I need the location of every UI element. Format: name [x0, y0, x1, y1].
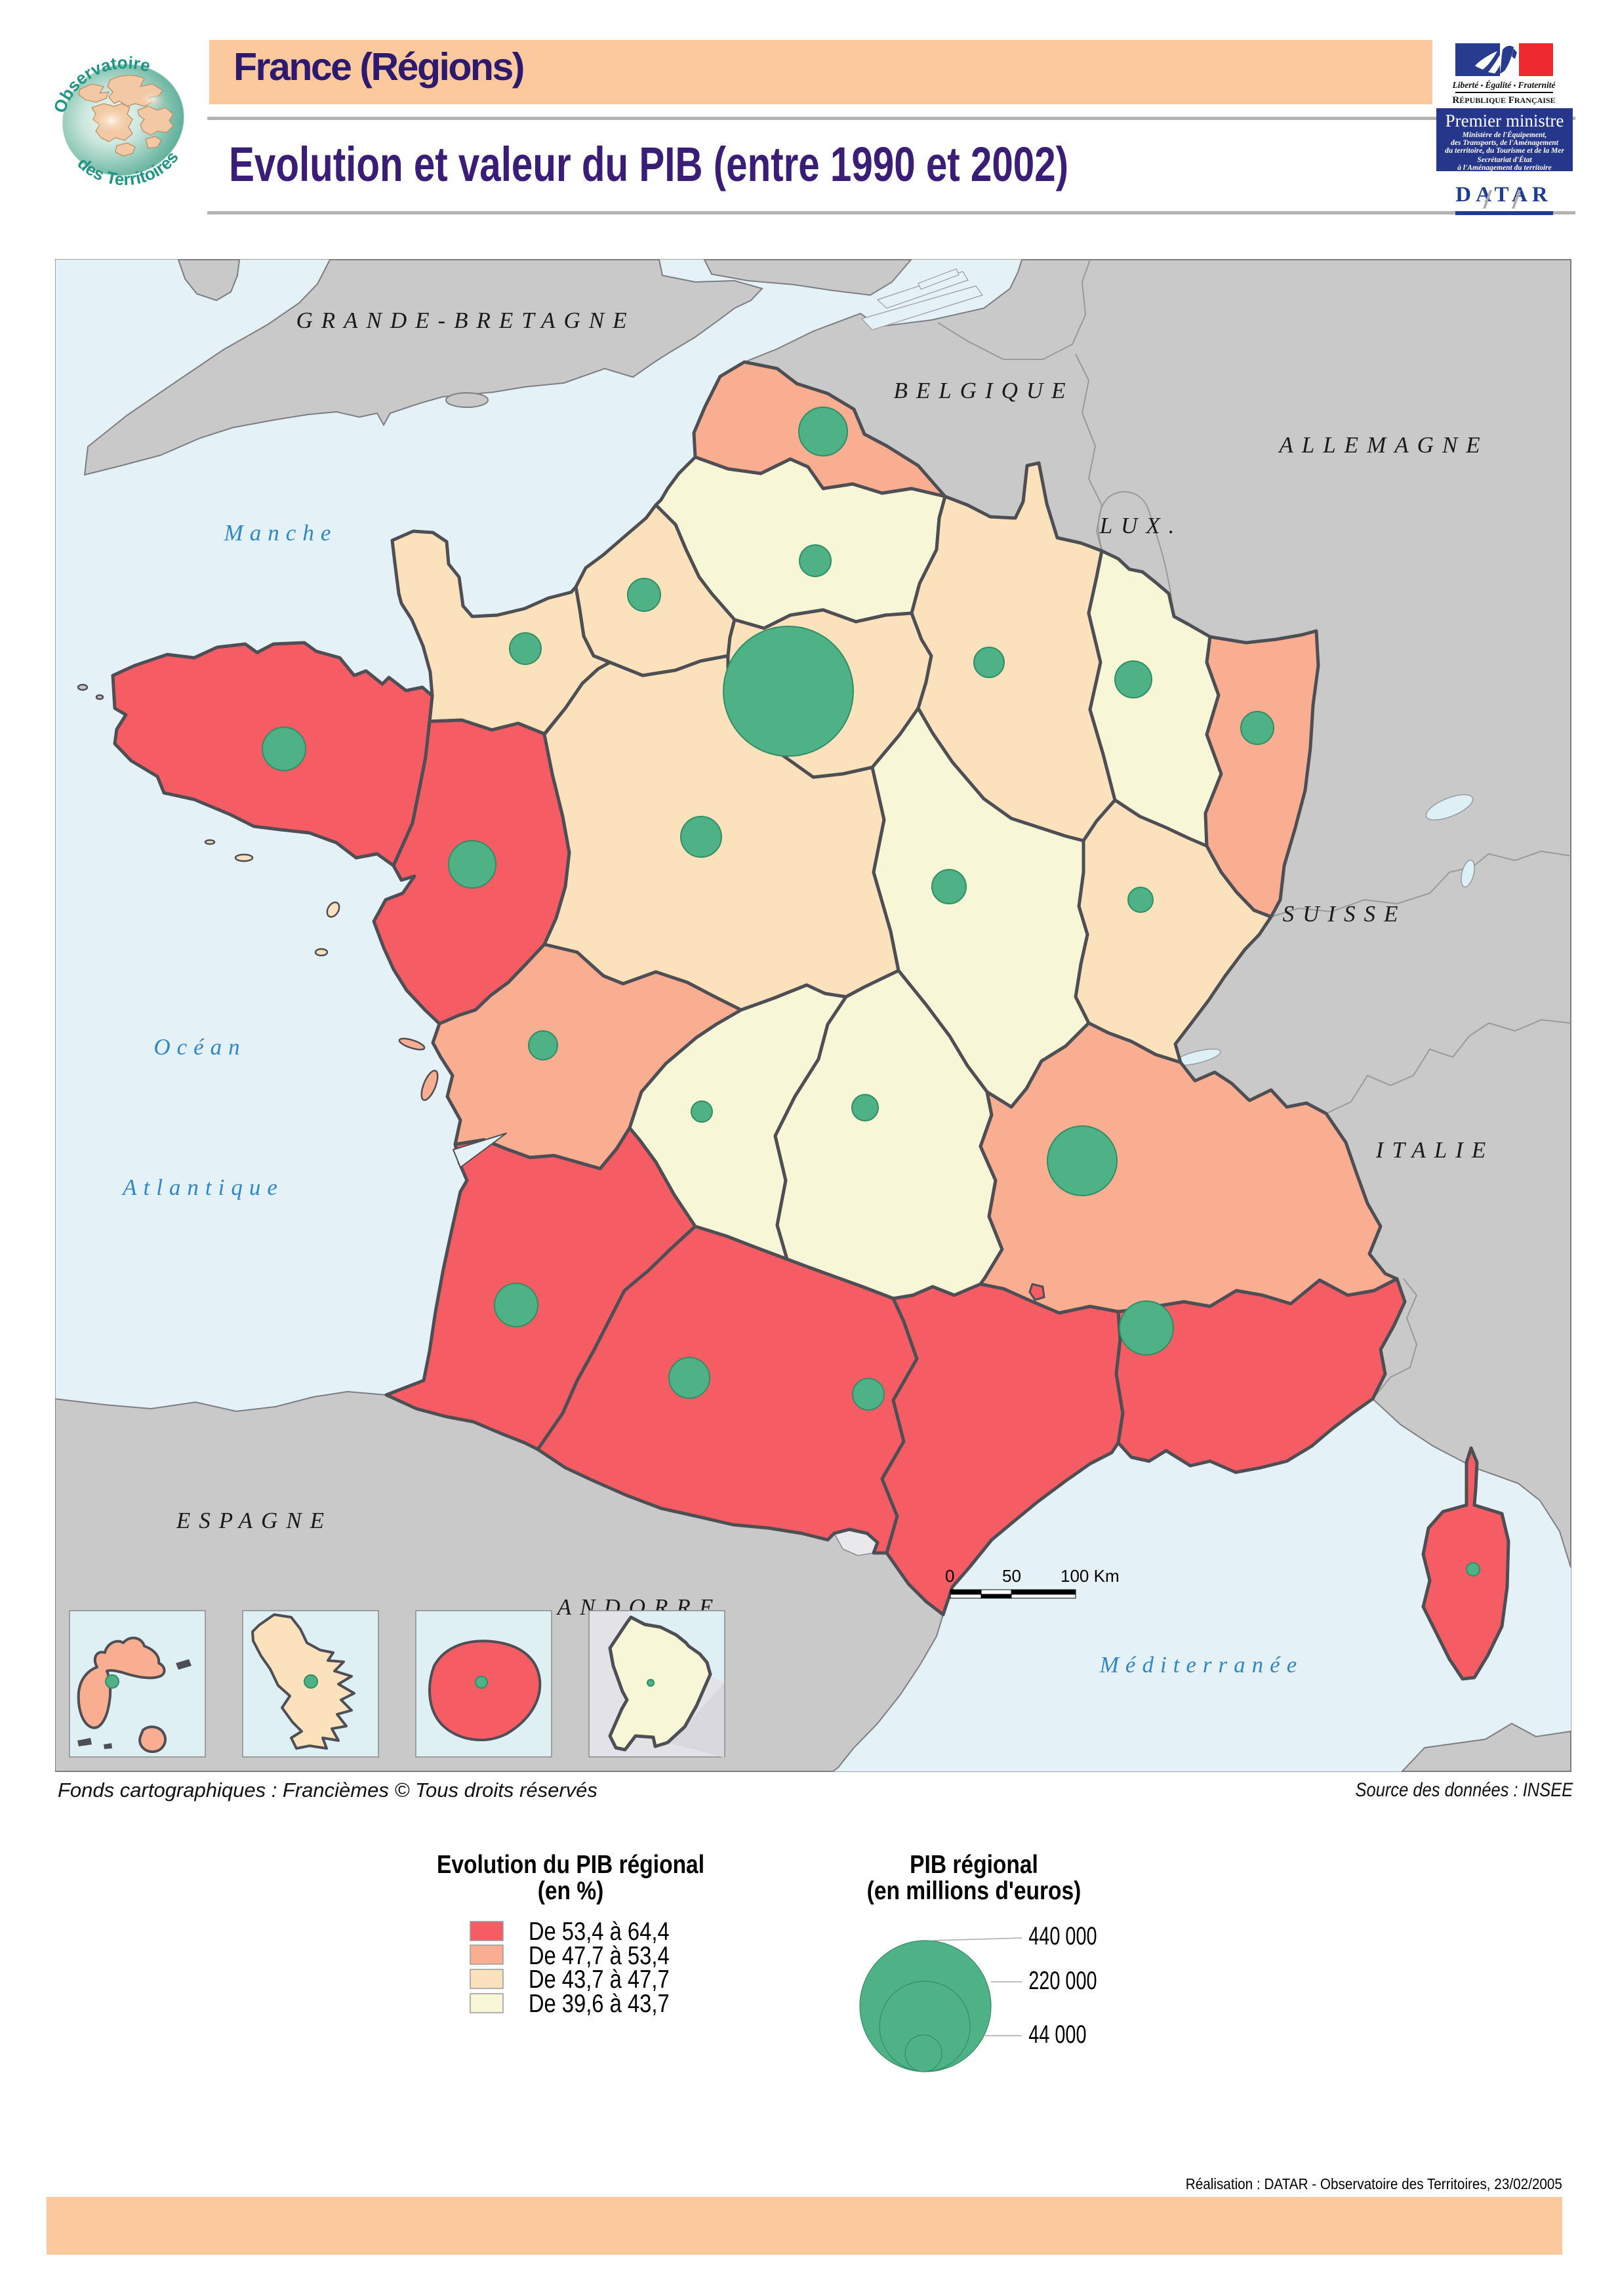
- svg-text:Ministère de l'Équipement,: Ministère de l'Équipement,: [1462, 130, 1547, 139]
- svg-text:440 000: 440 000: [1028, 1922, 1097, 1950]
- svg-text:0: 0: [945, 1566, 954, 1586]
- svg-text:SUISSE: SUISSE: [1283, 901, 1407, 927]
- svg-text:Liberté • Égalité • Fraternité: Liberté • Égalité • Fraternité: [1451, 80, 1556, 90]
- svg-text:GRANDE-BRETAGNE: GRANDE-BRETAGNE: [296, 308, 635, 333]
- svg-text:De 47,7 à 53,4: De 47,7 à 53,4: [529, 1941, 670, 1969]
- svg-text:à l'Aménagement du territoire: à l'Aménagement du territoire: [1457, 164, 1551, 172]
- svg-text:des Transports, de l'Aménageme: des Transports, de l'Aménagement: [1451, 139, 1559, 147]
- svg-text:Premier ministre: Premier ministre: [1446, 111, 1564, 131]
- svg-text:RÉPUBLIQUE FRANÇAISE: RÉPUBLIQUE FRANÇAISE: [1452, 95, 1555, 106]
- svg-text:Océan: Océan: [153, 1034, 246, 1060]
- svg-text:44 000: 44 000: [1028, 2021, 1086, 2049]
- svg-text:LUX.: LUX.: [1099, 513, 1183, 538]
- svg-text:Atlantique: Atlantique: [121, 1175, 284, 1200]
- svg-text:100 Km: 100 Km: [1061, 1566, 1120, 1586]
- svg-text:ALLEMAGNE: ALLEMAGNE: [1278, 432, 1488, 458]
- svg-text:Manche: Manche: [224, 520, 338, 546]
- svg-text:DATAR: DATAR: [1455, 183, 1552, 207]
- svg-text:ITALIE: ITALIE: [1375, 1137, 1494, 1163]
- svg-text:De 43,7 à 47,7: De 43,7 à 47,7: [529, 1964, 670, 1993]
- svg-text:du territoire, du Tourisme et: du territoire, du Tourisme et de la Mer: [1445, 147, 1564, 155]
- svg-text:Secrétariat d'État: Secrétariat d'État: [1477, 155, 1532, 164]
- svg-text:220 000: 220 000: [1028, 1967, 1097, 1995]
- svg-text:50: 50: [1002, 1566, 1021, 1586]
- svg-text:BELGIQUE: BELGIQUE: [893, 378, 1074, 403]
- svg-text:De 53,4 à 64,4: De 53,4 à 64,4: [529, 1918, 670, 1946]
- svg-text:ESPAGNE: ESPAGNE: [176, 1508, 333, 1533]
- svg-text:Méditerranée: Méditerranée: [1099, 1652, 1303, 1678]
- svg-text:De 39,6 à 43,7: De 39,6 à 43,7: [529, 1988, 670, 2017]
